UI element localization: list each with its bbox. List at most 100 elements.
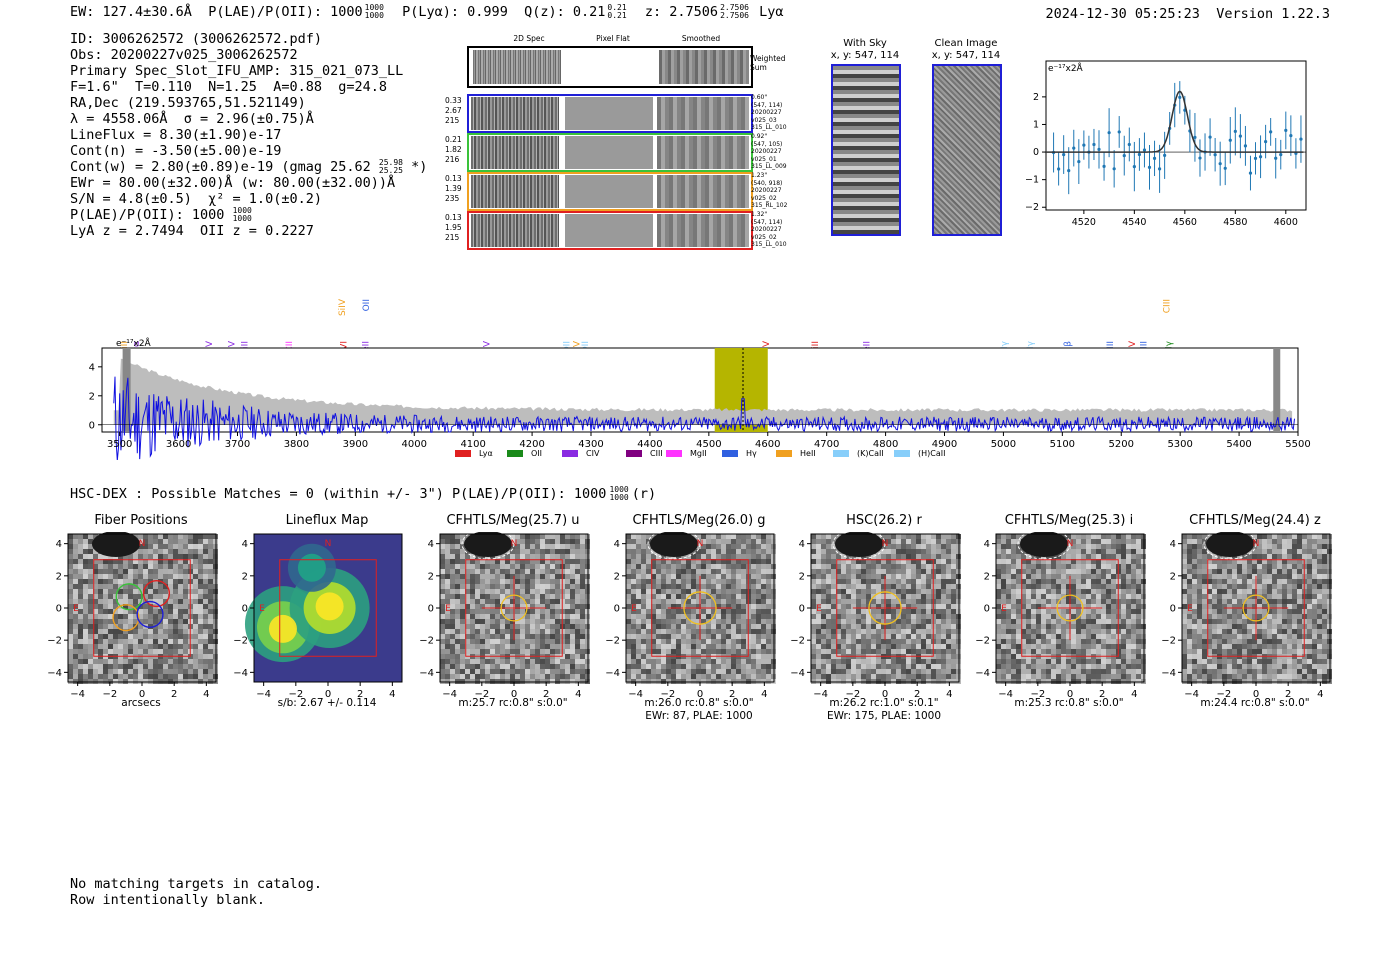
image-pixel bbox=[570, 569, 575, 574]
image-pixel bbox=[1051, 594, 1056, 599]
image-pixel bbox=[846, 574, 851, 579]
image-pixel bbox=[530, 584, 535, 589]
image-pixel bbox=[1031, 669, 1036, 674]
image-pixel bbox=[691, 599, 696, 604]
image-pixel bbox=[676, 664, 681, 669]
image-pixel bbox=[706, 659, 711, 664]
image-pixel bbox=[495, 554, 500, 559]
image-pixel bbox=[836, 664, 841, 669]
image-pixel bbox=[535, 604, 540, 609]
image-pixel bbox=[143, 534, 148, 539]
image-pixel bbox=[455, 599, 460, 604]
image-pixel bbox=[1096, 564, 1101, 569]
image-pixel bbox=[575, 624, 580, 629]
image-pixel bbox=[936, 639, 941, 644]
image-pixel bbox=[1061, 629, 1066, 634]
image-pixel bbox=[896, 624, 901, 629]
image-pixel bbox=[1111, 589, 1116, 594]
image-pixel bbox=[881, 649, 886, 654]
image-pixel bbox=[178, 569, 183, 574]
image-pixel bbox=[761, 559, 766, 564]
image-pixel bbox=[93, 559, 98, 564]
image-pixel bbox=[941, 659, 946, 664]
image-pixel bbox=[1001, 664, 1006, 669]
image-pixel bbox=[163, 664, 168, 669]
image-pixel bbox=[178, 669, 183, 674]
image-pixel bbox=[711, 639, 716, 644]
aperture-circle bbox=[500, 594, 528, 622]
image-pixel bbox=[83, 654, 88, 659]
image-pixel bbox=[555, 609, 560, 614]
image-pixel bbox=[440, 659, 445, 664]
image-pixel bbox=[901, 629, 906, 634]
image-pixel bbox=[711, 649, 716, 654]
image-pixel bbox=[736, 534, 741, 539]
image-pixel bbox=[756, 594, 761, 599]
image-pixel bbox=[1011, 669, 1016, 674]
image-pixel bbox=[510, 544, 515, 549]
image-pixel bbox=[846, 579, 851, 584]
image-pixel bbox=[565, 534, 570, 539]
image-pixel bbox=[916, 639, 921, 644]
cutout-meta: 0.60" bbox=[751, 94, 768, 101]
image-pixel bbox=[891, 674, 896, 679]
image-pixel bbox=[470, 629, 475, 634]
image-pixel bbox=[1086, 549, 1091, 554]
image-pixel bbox=[565, 569, 570, 574]
image-pixel bbox=[736, 664, 741, 669]
image-pixel bbox=[570, 534, 575, 539]
image-pixel bbox=[1096, 604, 1101, 609]
image-pixel bbox=[73, 564, 78, 569]
image-pixel bbox=[88, 584, 93, 589]
image-pixel bbox=[540, 554, 545, 559]
image-pixel bbox=[651, 569, 656, 574]
image-pixel bbox=[455, 569, 460, 574]
z-lo: 2.7506 bbox=[720, 11, 749, 20]
image-pixel bbox=[133, 614, 138, 619]
image-pixel bbox=[1081, 649, 1086, 654]
image-pixel bbox=[691, 609, 696, 614]
image-pixel bbox=[1046, 669, 1051, 674]
image-pixel bbox=[133, 659, 138, 664]
cutout-meta: 315_RL_102 bbox=[751, 202, 788, 209]
image-pixel bbox=[133, 604, 138, 609]
image-pixel bbox=[756, 569, 761, 574]
image-pixel bbox=[535, 664, 540, 669]
image-pixel bbox=[1096, 634, 1101, 639]
image-pixel bbox=[570, 669, 575, 674]
image-pixel bbox=[846, 564, 851, 569]
image-pixel bbox=[1131, 554, 1136, 559]
image-pixel bbox=[108, 614, 113, 619]
image-pixel bbox=[1076, 594, 1081, 599]
image-pixel bbox=[1091, 634, 1096, 639]
image-pixel bbox=[88, 669, 93, 674]
image-pixel bbox=[1121, 534, 1126, 539]
image-pixel bbox=[1121, 539, 1126, 544]
image-pixel bbox=[163, 609, 168, 614]
image-pixel bbox=[173, 559, 178, 564]
image-pixel bbox=[1001, 539, 1006, 544]
image-pixel bbox=[158, 549, 163, 554]
image-pixel bbox=[580, 604, 585, 609]
image-pixel bbox=[926, 604, 931, 609]
image-pixel bbox=[841, 584, 846, 589]
image-pixel bbox=[846, 659, 851, 664]
image-pixel bbox=[1101, 569, 1106, 574]
image-pixel bbox=[891, 534, 896, 539]
image-pixel bbox=[926, 569, 931, 574]
image-pixel bbox=[661, 594, 666, 599]
image-pixel bbox=[916, 584, 921, 589]
image-pixel bbox=[143, 574, 148, 579]
image-pixel bbox=[1061, 559, 1066, 564]
image-pixel bbox=[565, 629, 570, 634]
image-pixel bbox=[73, 654, 78, 659]
image-pixel bbox=[1021, 534, 1026, 539]
image-pixel bbox=[163, 564, 168, 569]
imaging-panel-title: Lineflux Map bbox=[285, 513, 369, 528]
image-pixel bbox=[455, 539, 460, 544]
image-pixel bbox=[1071, 659, 1076, 664]
image-pixel bbox=[108, 639, 113, 644]
image-pixel bbox=[455, 604, 460, 609]
image-pixel bbox=[826, 564, 831, 569]
panel-y-tick-label: 4 bbox=[614, 539, 620, 550]
